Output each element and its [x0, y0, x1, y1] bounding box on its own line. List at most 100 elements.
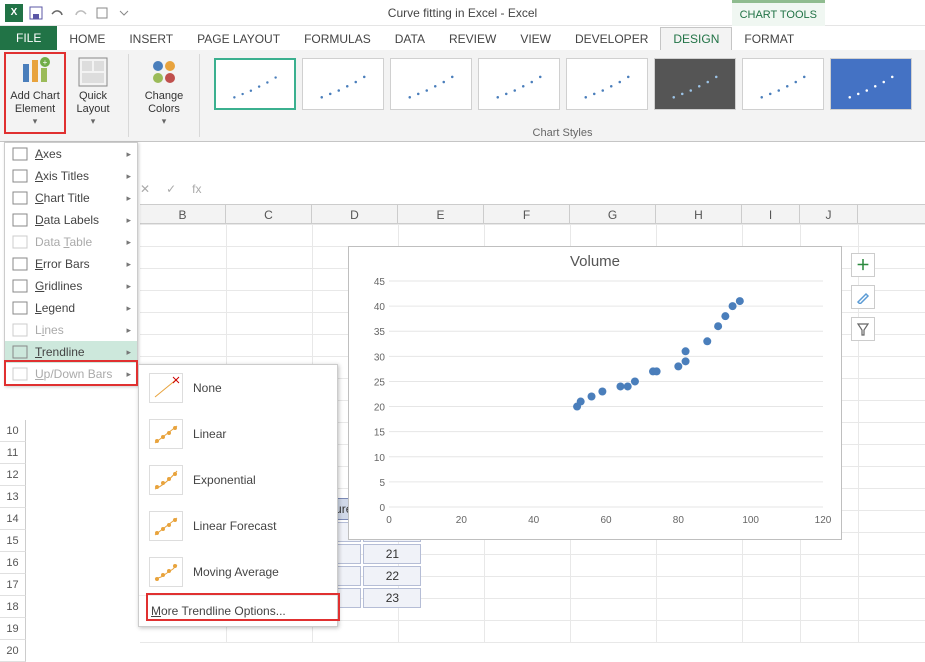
- row-header-17[interactable]: 17: [0, 574, 26, 596]
- row-header-14[interactable]: 14: [0, 508, 26, 530]
- chart-styles-label: Chart Styles: [533, 127, 593, 139]
- tab-data[interactable]: DATA: [383, 28, 437, 50]
- style-thumb-3[interactable]: [390, 58, 472, 110]
- change-colors-icon: [148, 56, 180, 88]
- change-colors-label: Change Colors: [137, 90, 191, 116]
- svg-text:45: 45: [374, 277, 386, 288]
- style-thumb-4[interactable]: [478, 58, 560, 110]
- style-thumb-1[interactable]: [214, 58, 296, 110]
- submenu-item-linear-forecast[interactable]: Linear Forecast: [139, 503, 337, 549]
- formula-cancel-icon[interactable]: ✕: [140, 182, 150, 196]
- menu-item-error-bars[interactable]: Error Bars▸: [5, 253, 137, 275]
- submenu-item-label: None: [193, 381, 222, 395]
- style-thumb-8[interactable]: [830, 58, 912, 110]
- svg-text:+: +: [43, 58, 48, 67]
- fx-icon[interactable]: fx: [192, 182, 201, 196]
- table-cell[interactable]: 22: [363, 566, 421, 586]
- row-header-11[interactable]: 11: [0, 442, 26, 464]
- submenu-item-exponential[interactable]: Exponential: [139, 457, 337, 503]
- col-header-H[interactable]: H: [656, 205, 742, 223]
- svg-text:15: 15: [374, 428, 386, 439]
- tab-format[interactable]: FORMAT: [732, 28, 806, 50]
- col-header-F[interactable]: F: [484, 205, 570, 223]
- menu-item-label: Gridlines: [35, 279, 82, 293]
- submenu-item-linear[interactable]: Linear: [139, 411, 337, 457]
- row-header-19[interactable]: 19: [0, 618, 26, 640]
- chart-plot-area[interactable]: 051015202530354045020406080100120: [359, 277, 833, 531]
- table-cell[interactable]: 23: [363, 588, 421, 608]
- chart-tools-context-label: CHART TOOLS: [732, 0, 825, 26]
- submenu-item-none[interactable]: None: [139, 365, 337, 411]
- undo-icon[interactable]: [48, 3, 68, 23]
- ribbon-tabs: FILE HOME INSERT PAGE LAYOUT FORMULAS DA…: [0, 26, 925, 50]
- tab-home[interactable]: HOME: [57, 28, 117, 50]
- save-icon[interactable]: [26, 3, 46, 23]
- row-header-20[interactable]: 20: [0, 640, 26, 662]
- chevron-right-icon: ▸: [126, 303, 131, 314]
- submenu-more-options[interactable]: More Trendline Options...: [139, 595, 337, 626]
- style-thumb-5[interactable]: [566, 58, 648, 110]
- touch-mode-icon[interactable]: [92, 3, 112, 23]
- submenu-item-icon: [149, 373, 183, 403]
- tab-design[interactable]: DESIGN: [660, 27, 732, 50]
- menu-item-data-table: Data Table▸: [5, 231, 137, 253]
- tab-page-layout[interactable]: PAGE LAYOUT: [185, 28, 292, 50]
- svg-text:35: 35: [374, 327, 386, 338]
- quick-layout-button[interactable]: Quick Layout ▾: [64, 52, 122, 131]
- chart-object[interactable]: Volume 051015202530354045020406080100120…: [348, 246, 842, 540]
- svg-text:20: 20: [374, 403, 386, 414]
- menu-item-data-labels[interactable]: Data Labels▸: [5, 209, 137, 231]
- style-thumb-6[interactable]: [654, 58, 736, 110]
- menu-item-axis-titles[interactable]: Axis Titles▸: [5, 165, 137, 187]
- chart-styles-gallery[interactable]: [208, 52, 918, 116]
- ribbon-group-colors: Change Colors ▾: [129, 50, 199, 141]
- menu-item-label: Chart Title: [35, 191, 90, 205]
- row-header-15[interactable]: 15: [0, 530, 26, 552]
- svg-text:40: 40: [528, 515, 540, 526]
- row-header-10[interactable]: 10: [0, 420, 26, 442]
- table-cell[interactable]: 21: [363, 544, 421, 564]
- col-header-I[interactable]: I: [742, 205, 800, 223]
- change-colors-button[interactable]: Change Colors ▾: [135, 52, 193, 131]
- submenu-item-icon: [149, 511, 183, 541]
- tab-formulas[interactable]: FORMULAS: [292, 28, 383, 50]
- menu-item-up-down-bars: Up/Down Bars▸: [5, 363, 137, 385]
- formula-accept-icon[interactable]: ✓: [166, 182, 176, 196]
- col-header-E[interactable]: E: [398, 205, 484, 223]
- row-header-12[interactable]: 12: [0, 464, 26, 486]
- chart-title[interactable]: Volume: [349, 247, 841, 276]
- tab-developer[interactable]: DEVELOPER: [563, 28, 660, 50]
- menu-item-icon: [11, 366, 29, 382]
- menu-item-legend[interactable]: Legend▸: [5, 297, 137, 319]
- row-header-16[interactable]: 16: [0, 552, 26, 574]
- redo-icon[interactable]: [70, 3, 90, 23]
- tab-insert[interactable]: INSERT: [117, 28, 185, 50]
- style-thumb-2[interactable]: [302, 58, 384, 110]
- submenu-item-moving-average[interactable]: Moving Average: [139, 549, 337, 595]
- col-header-B[interactable]: B: [140, 205, 226, 223]
- style-thumb-7[interactable]: [742, 58, 824, 110]
- chart-styles-button[interactable]: [851, 285, 875, 309]
- menu-item-gridlines[interactable]: Gridlines▸: [5, 275, 137, 297]
- tab-file[interactable]: FILE: [0, 26, 57, 50]
- add-chart-element-button[interactable]: + Add Chart Element ▾: [6, 52, 64, 131]
- row-headers: 1011121314151617181920: [0, 420, 26, 662]
- submenu-item-label: Linear Forecast: [193, 519, 276, 533]
- row-header-18[interactable]: 18: [0, 596, 26, 618]
- menu-item-icon: [11, 212, 29, 228]
- row-header-13[interactable]: 13: [0, 486, 26, 508]
- col-header-G[interactable]: G: [570, 205, 656, 223]
- tab-review[interactable]: REVIEW: [437, 28, 508, 50]
- menu-item-trendline[interactable]: Trendline▸: [5, 341, 137, 363]
- tab-view[interactable]: VIEW: [508, 28, 563, 50]
- menu-item-axes[interactable]: Axes▸: [5, 143, 137, 165]
- qat-customize-icon[interactable]: [114, 3, 134, 23]
- col-header-D[interactable]: D: [312, 205, 398, 223]
- chart-elements-button[interactable]: ＋: [851, 253, 875, 277]
- menu-item-chart-title[interactable]: Chart Title▸: [5, 187, 137, 209]
- col-header-C[interactable]: C: [226, 205, 312, 223]
- chart-filters-button[interactable]: [851, 317, 875, 341]
- col-header-J[interactable]: J: [800, 205, 858, 223]
- svg-text:20: 20: [456, 515, 468, 526]
- menu-item-label: Data Labels: [35, 213, 99, 227]
